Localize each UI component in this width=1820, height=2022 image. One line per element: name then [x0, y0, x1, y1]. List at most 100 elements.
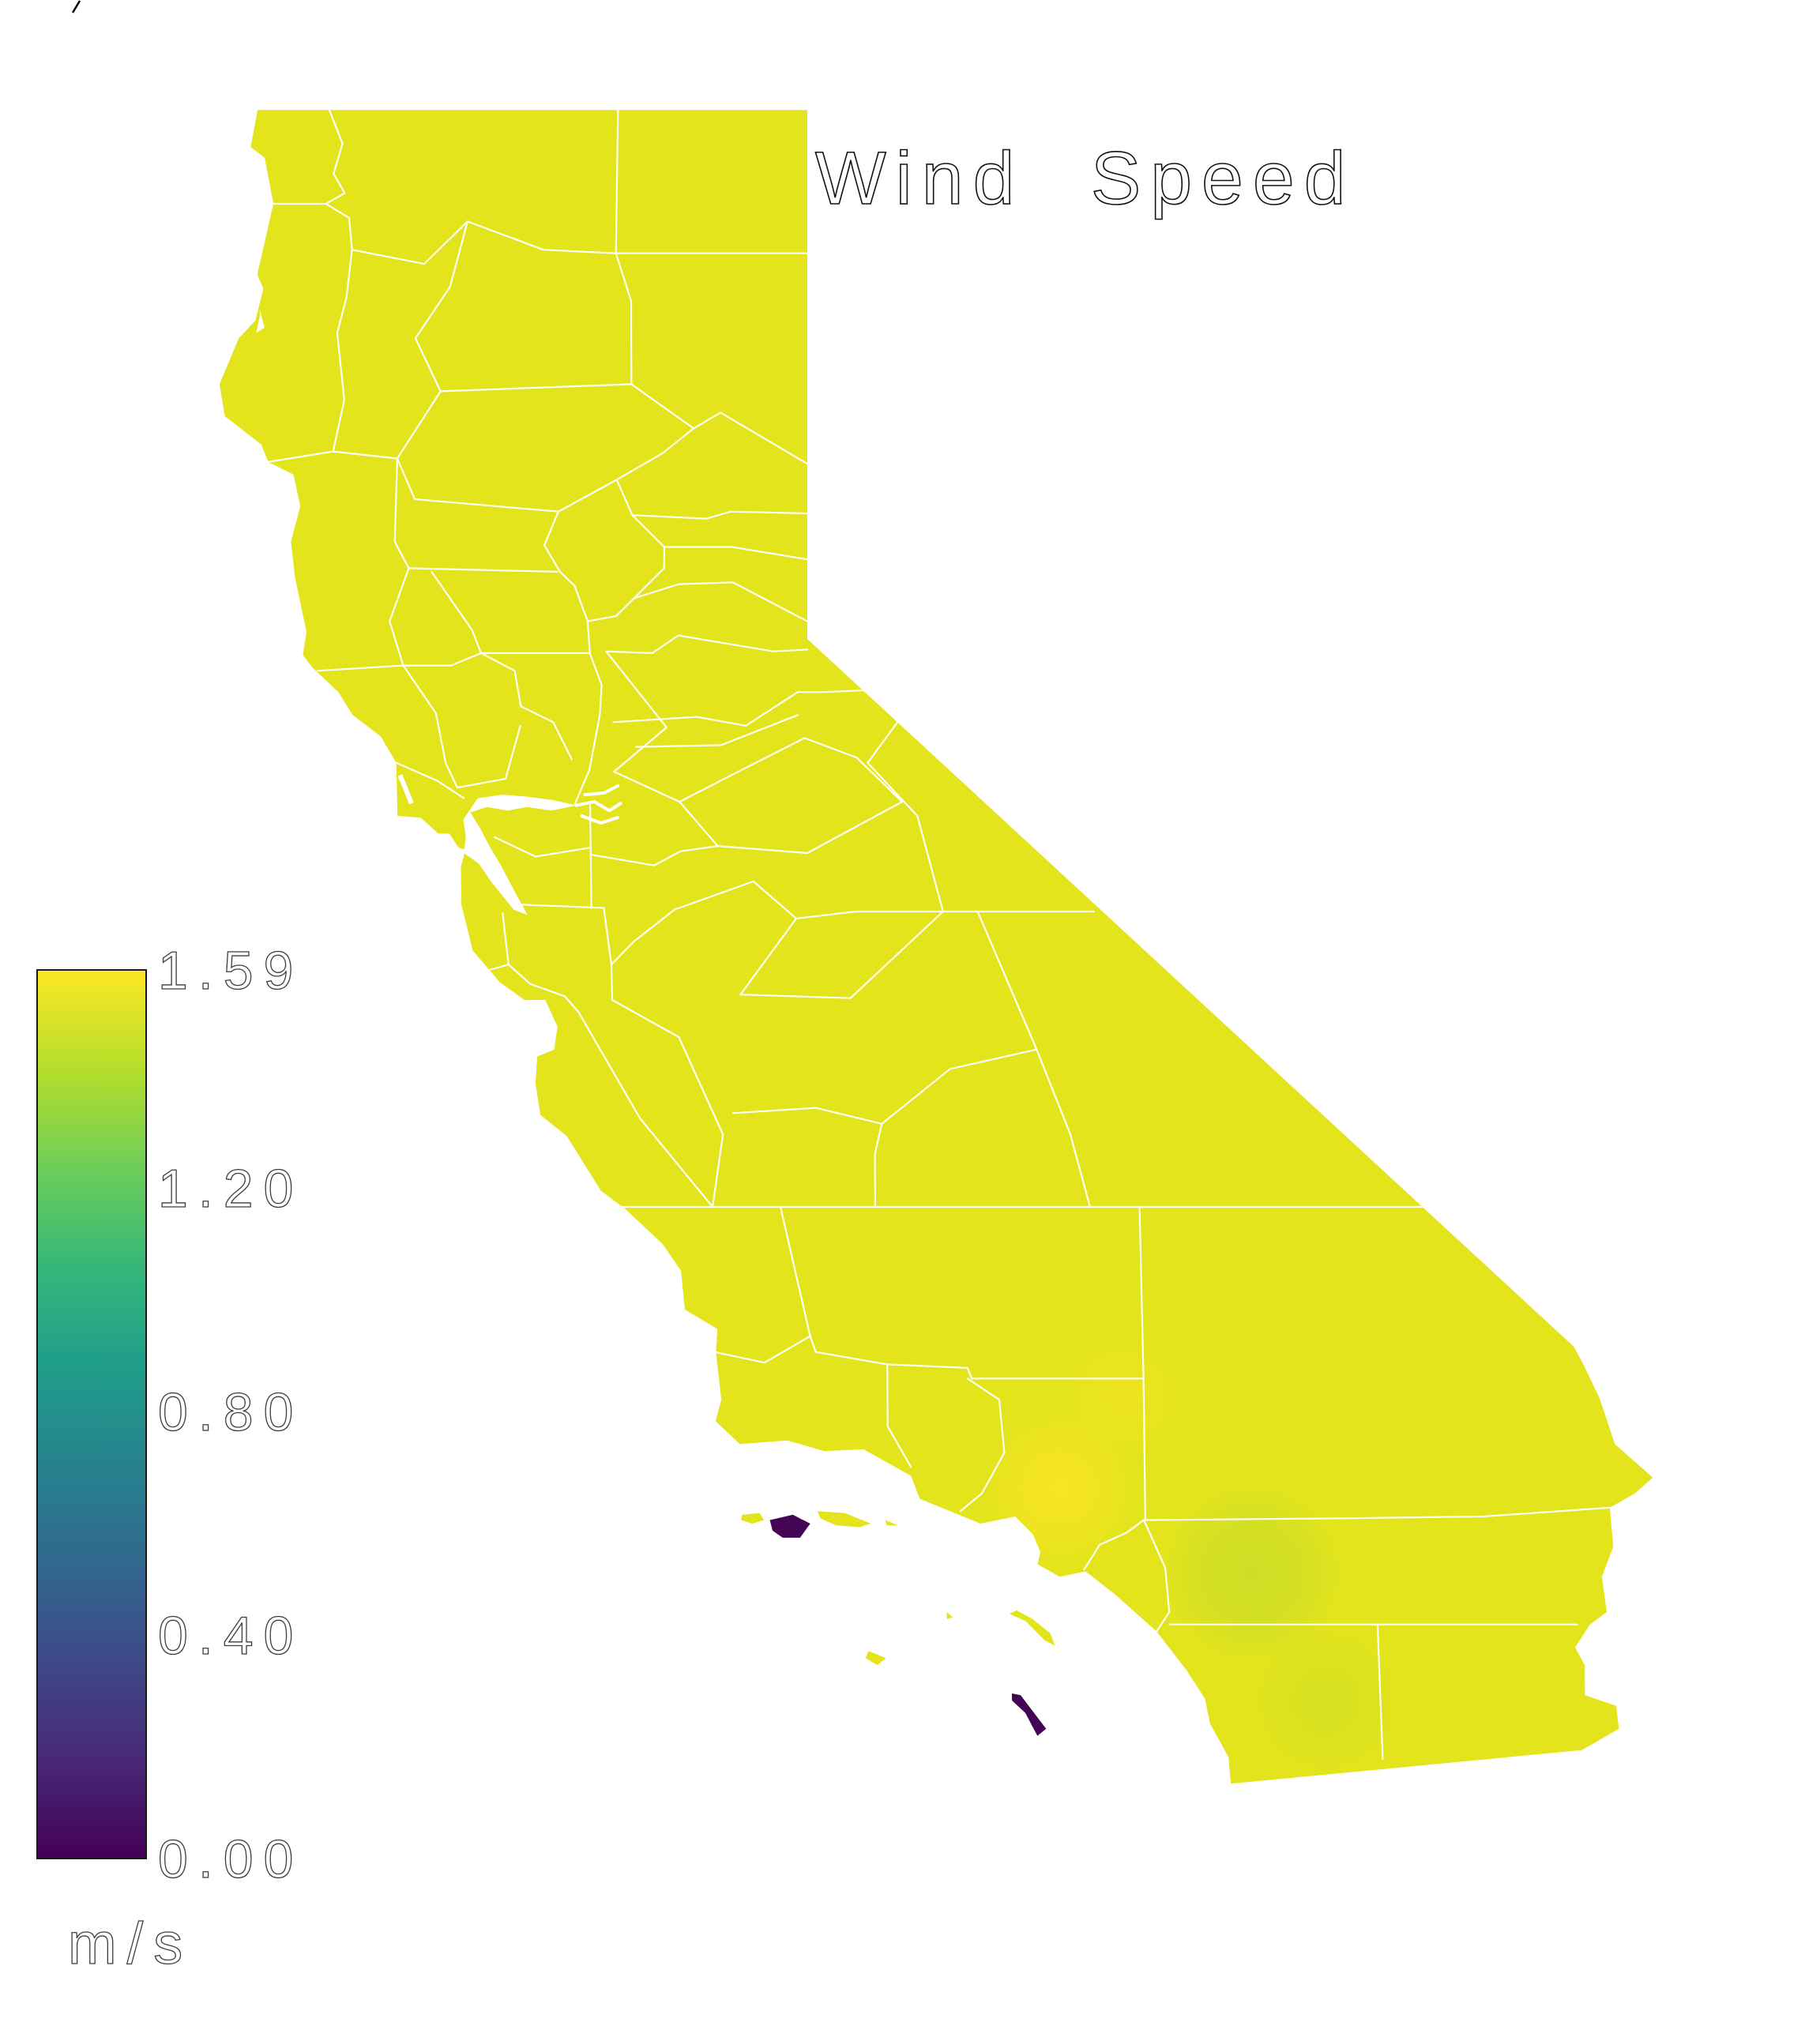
map-title: Wind Speed	[815, 137, 1356, 220]
water-layer	[256, 310, 1224, 1768]
county-border	[633, 546, 666, 599]
county-border	[402, 652, 483, 667]
county-border	[630, 383, 809, 465]
san-diego-east-green	[1251, 1625, 1402, 1776]
county-border	[1138, 1205, 1145, 1380]
california-map	[219, 110, 1653, 1784]
county-border	[809, 1335, 1145, 1380]
county-border	[408, 567, 558, 573]
county-border	[1083, 1519, 1145, 1571]
county-border	[564, 995, 580, 1013]
state-fill-layer	[219, 110, 1653, 1784]
county-border	[739, 917, 798, 996]
colorbar-tick-label: 1.59	[158, 941, 303, 1001]
county-border	[874, 1122, 883, 1208]
county-border	[713, 1335, 811, 1364]
county-border	[507, 964, 566, 998]
county-border	[615, 479, 809, 520]
riverside-green	[1161, 1482, 1344, 1664]
county-border	[332, 383, 633, 460]
county-border	[886, 1363, 912, 1468]
county-border	[635, 714, 799, 748]
colorbar-tick-label: 1.20	[158, 1159, 303, 1219]
county-border	[494, 836, 591, 858]
county-border	[731, 1107, 883, 1125]
county-border	[1143, 1519, 1171, 1633]
county-border	[611, 998, 680, 1039]
county-border	[316, 664, 404, 672]
colorbar-ticks: 1.59 1.20 0.80 0.40 0.00	[157, 940, 303, 1889]
county-border	[1036, 1048, 1091, 1208]
county-border	[613, 770, 719, 848]
santa-rosa-island	[769, 1514, 810, 1538]
sf-bay	[463, 795, 577, 915]
county-border	[479, 652, 573, 761]
colorbar-unit-label: m/s	[68, 1911, 193, 1976]
colorbar-tick-label: 0.80	[158, 1382, 303, 1442]
islands-layer	[740, 1511, 1055, 1736]
county-border	[633, 581, 809, 622]
county-border	[752, 880, 798, 919]
county-border	[959, 1377, 1006, 1513]
county-border	[266, 450, 334, 464]
tomales-bay	[397, 774, 414, 805]
colorbar-gradient-bar	[36, 969, 147, 1859]
county-border	[612, 691, 825, 727]
county-border	[543, 510, 562, 573]
san-miguel-island	[740, 1513, 765, 1524]
county-border	[502, 912, 510, 966]
santa-cruz-island	[817, 1511, 871, 1528]
county-borders-layer	[266, 110, 1611, 1760]
county-border	[605, 634, 809, 654]
county-border	[325, 202, 353, 453]
county-border	[591, 845, 719, 866]
colorbar: 1.59 1.20 0.80 0.40 0.00 m/s	[36, 940, 303, 1977]
county-border	[716, 801, 904, 855]
san-diego-bay	[1212, 1742, 1224, 1768]
county-border	[589, 804, 592, 909]
county-border	[679, 737, 806, 803]
county-border	[615, 110, 619, 254]
county-border	[414, 220, 468, 393]
anacapa-island	[885, 1520, 899, 1526]
delta-channel	[583, 784, 620, 797]
san-nicolas-island	[865, 1651, 886, 1666]
cropped-slash-glyph	[71, 0, 81, 13]
county-border	[1144, 1506, 1611, 1521]
county-border	[631, 514, 809, 561]
county-border	[577, 1011, 714, 1208]
county-border	[881, 1048, 1038, 1125]
county-border	[615, 252, 633, 385]
county-border	[678, 1035, 724, 1208]
county-border	[402, 664, 458, 789]
county-border	[1142, 1377, 1146, 1521]
county-border	[739, 910, 944, 999]
san-clemente-island	[1012, 1693, 1047, 1736]
county-border	[325, 110, 346, 205]
county-border	[803, 737, 904, 803]
antelope-valley-bright	[1062, 1336, 1182, 1456]
county-border	[779, 1205, 811, 1337]
county-border	[558, 570, 591, 654]
colorbar-tick-label: 0.40	[158, 1606, 303, 1666]
humboldt-bay	[256, 310, 265, 333]
corner-glyph-fragment	[71, 0, 81, 13]
county-border	[615, 427, 695, 481]
county-border	[586, 597, 635, 622]
county-border	[431, 570, 483, 654]
county-border	[1376, 1623, 1384, 1760]
county-border	[573, 652, 603, 805]
county-border	[976, 910, 1038, 1050]
santa-barbara-island	[946, 1612, 953, 1619]
county-border	[867, 719, 944, 913]
county-border	[514, 903, 605, 909]
colorbar-tick-label: 0.00	[158, 1829, 303, 1889]
delta-channel	[580, 814, 619, 825]
county-border	[795, 910, 944, 919]
county-border	[456, 724, 521, 789]
county-border	[610, 880, 754, 966]
santa-catalina-island	[1009, 1610, 1055, 1646]
delta-channel	[574, 799, 622, 813]
county-border	[605, 650, 667, 773]
